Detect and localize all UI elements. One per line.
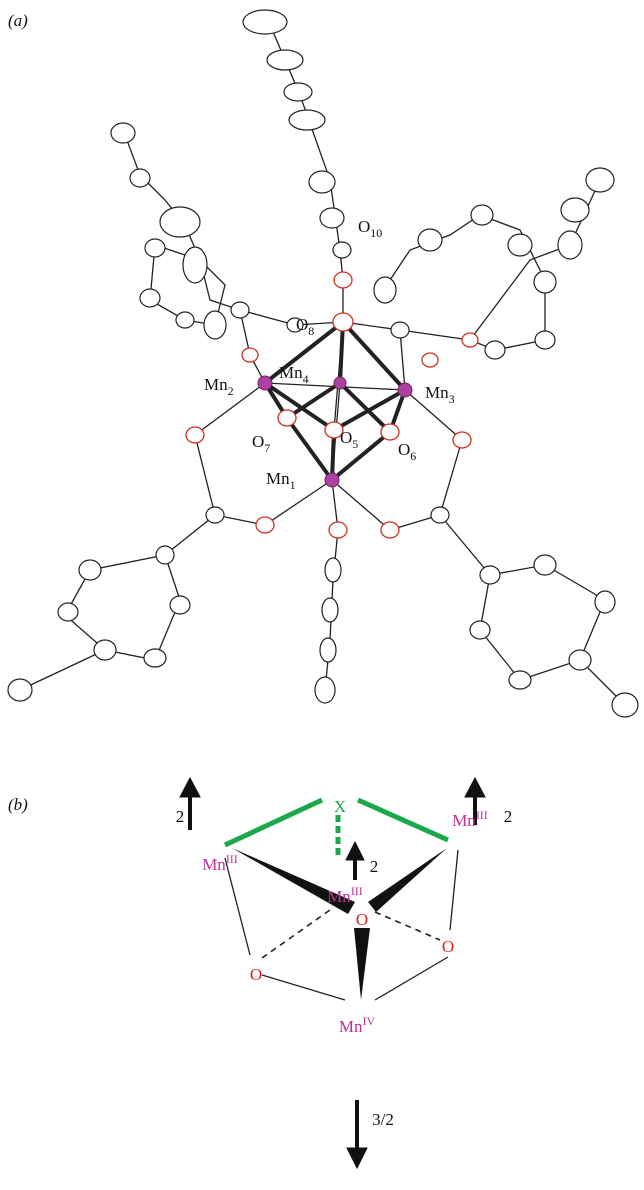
subscript: 7 — [264, 441, 270, 455]
subscript: 6 — [410, 449, 416, 463]
atom-label: Mn4 — [279, 363, 309, 386]
atom-label: Mn3 — [425, 383, 455, 406]
symbol: Mn — [327, 887, 351, 906]
node-label: MnIV — [339, 1014, 376, 1036]
node-label: O — [442, 937, 454, 956]
symbol: O — [356, 910, 368, 929]
superscript: III — [476, 808, 488, 822]
spin-label: 3/2 — [372, 1110, 394, 1129]
atom-label: O10 — [358, 217, 382, 240]
symbol: O — [250, 965, 262, 984]
panel-label: (b) — [8, 795, 28, 814]
symbol: O — [398, 440, 410, 459]
atom-label: O8 — [296, 315, 314, 338]
subscript: 4 — [303, 372, 309, 386]
symbol: Mn — [204, 375, 228, 394]
node-label: O — [250, 965, 262, 984]
atom-label: O7 — [252, 432, 270, 455]
superscript: III — [351, 884, 363, 898]
symbol: O — [252, 432, 264, 451]
symbol: O — [358, 217, 370, 236]
subscript: 1 — [290, 478, 296, 492]
subscript: 10 — [370, 226, 382, 240]
spin-label: 2 — [370, 857, 379, 876]
panel-label: (a) — [8, 11, 28, 30]
node-label: MnIII — [202, 852, 238, 874]
node-label: MnIII — [327, 884, 363, 906]
symbol: Mn — [425, 383, 449, 402]
atom-label: O5 — [340, 428, 358, 451]
panel-b-drawing — [179, 776, 486, 1170]
superscript: IV — [362, 1014, 375, 1028]
atom-label: O6 — [398, 440, 416, 463]
symbol: O — [296, 315, 308, 334]
subscript: 8 — [308, 324, 314, 338]
panel-a-drawing — [7, 9, 639, 718]
symbol: O — [340, 428, 352, 447]
subscript: 5 — [352, 437, 358, 451]
node-label: O — [356, 910, 368, 929]
symbol: Mn — [452, 811, 476, 830]
symbol: Mn — [279, 363, 303, 382]
superscript: III — [226, 852, 238, 866]
atom-label: Mn2 — [204, 375, 234, 398]
symbol: Mn — [202, 855, 226, 874]
symbol: O — [442, 937, 454, 956]
symbol: X — [334, 797, 346, 816]
spin-label: 2 — [176, 807, 185, 826]
subscript: 2 — [228, 384, 234, 398]
atom-label: Mn1 — [266, 469, 296, 492]
symbol: Mn — [339, 1017, 363, 1036]
node-label: MnIII — [452, 808, 488, 830]
subscript: 3 — [449, 392, 455, 406]
spin-label: 2 — [504, 807, 513, 826]
symbol: Mn — [266, 469, 290, 488]
node-label: X — [334, 797, 346, 816]
